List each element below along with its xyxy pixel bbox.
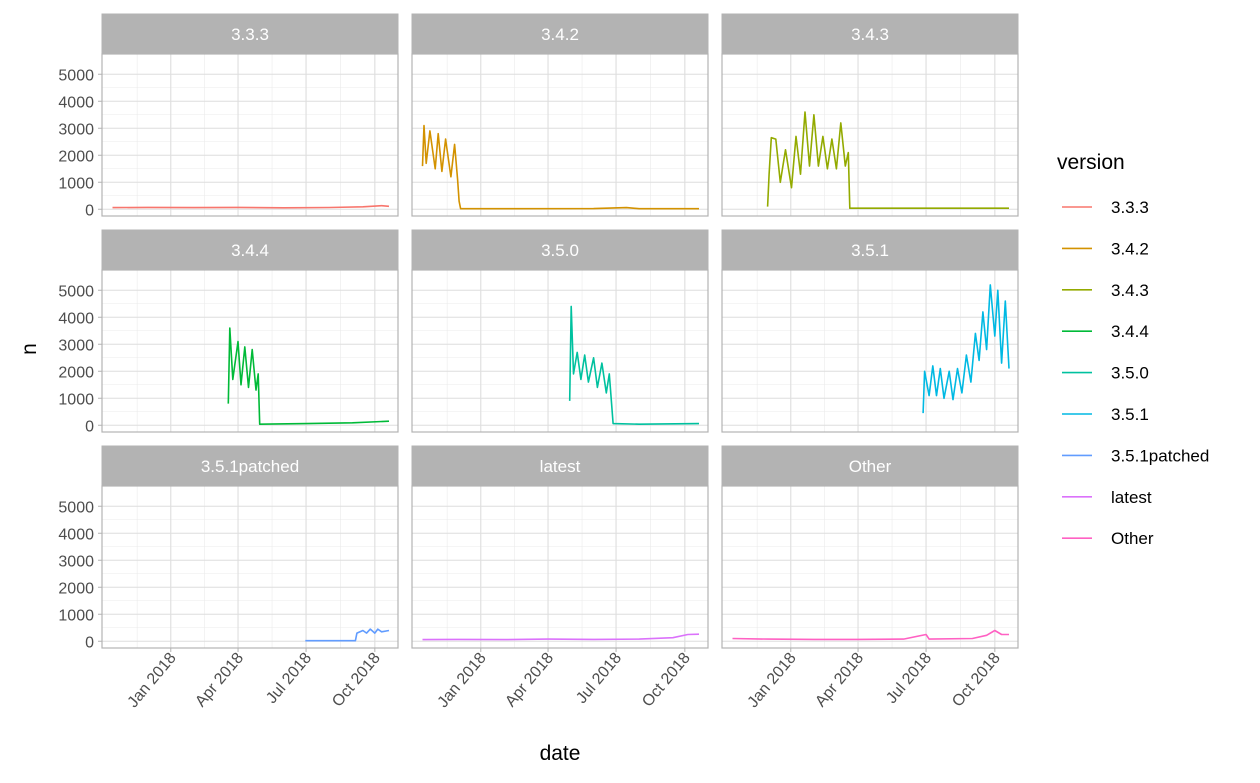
facet-strip bbox=[721, 445, 1019, 487]
series-line-latest bbox=[422, 633, 700, 641]
x-tick-label: Apr 2018 bbox=[502, 650, 557, 711]
x-tick-label: Jan 2018 bbox=[124, 650, 179, 711]
facet-strip bbox=[721, 13, 1019, 55]
y-tick-label: 0 bbox=[85, 202, 94, 219]
facet-strip bbox=[411, 445, 709, 487]
series-line-3.5.1 bbox=[922, 284, 1010, 414]
facet-panel-3.4.4: 3.4.4 0 1000 2000 3000 4000 5000 bbox=[58, 229, 399, 435]
facet-strip bbox=[101, 445, 399, 487]
panel-background bbox=[102, 270, 398, 432]
x-tick-label: Jul 2018 bbox=[883, 650, 935, 707]
panel-background bbox=[722, 270, 1018, 432]
x-tick-label: Jan 2018 bbox=[744, 650, 799, 711]
panel-background bbox=[412, 270, 708, 432]
y-tick-label: 2000 bbox=[58, 580, 94, 597]
x-tick-label: Oct 2018 bbox=[329, 650, 384, 711]
legend-title: version bbox=[1057, 151, 1125, 174]
y-tick-label: 1000 bbox=[58, 391, 94, 408]
panel-background bbox=[722, 486, 1018, 648]
facet-panel-latest: latest Jan 2018 Apr 2018 Jul 2018 Oct 2018 bbox=[411, 445, 709, 711]
y-tick-label: 2000 bbox=[58, 148, 94, 165]
facet-strip-label: 3.4.3 bbox=[851, 25, 889, 44]
facet-strip bbox=[101, 229, 399, 271]
series-line-Other bbox=[732, 629, 1009, 641]
x-tick-label: Apr 2018 bbox=[192, 650, 247, 711]
legend-label: 3.4.3 bbox=[1111, 281, 1149, 300]
y-tick-label: 1000 bbox=[58, 607, 94, 624]
x-tick-label: Apr 2018 bbox=[812, 650, 867, 711]
y-tick-label: 4000 bbox=[58, 94, 94, 111]
series-line-3.5.1patched bbox=[305, 628, 390, 642]
y-axis-title: n bbox=[18, 343, 41, 355]
legend-label: Other bbox=[1111, 529, 1154, 548]
panel-border bbox=[411, 485, 709, 649]
x-tick-label: Jul 2018 bbox=[573, 650, 625, 707]
y-tick-label: 4000 bbox=[58, 310, 94, 327]
facet-strip-label: 3.4.4 bbox=[231, 241, 269, 260]
legend-label: 3.5.1patched bbox=[1111, 446, 1209, 465]
panel-border bbox=[101, 485, 399, 649]
series-line-3.4.2 bbox=[421, 124, 699, 210]
panel-border bbox=[721, 53, 1019, 217]
y-tick-label: 3000 bbox=[58, 121, 94, 138]
legend-label: latest bbox=[1111, 488, 1152, 507]
facet-strip bbox=[721, 229, 1019, 271]
panel-background bbox=[412, 486, 708, 648]
facet-strip-label: latest bbox=[540, 457, 581, 476]
panel-border bbox=[411, 53, 709, 217]
legend-label: 3.4.4 bbox=[1111, 322, 1149, 341]
series-line-3.4.3 bbox=[766, 111, 1009, 209]
facet-strip bbox=[411, 13, 709, 55]
x-tick-label: Jan 2018 bbox=[434, 650, 489, 711]
y-tick-label: 4000 bbox=[58, 526, 94, 543]
panel-border bbox=[721, 485, 1019, 649]
panel-background bbox=[722, 54, 1018, 216]
facet-panel-3.4.2: 3.4.2 bbox=[411, 13, 709, 217]
panel-border bbox=[101, 53, 399, 217]
y-tick-label: 5000 bbox=[58, 499, 94, 516]
legend-label: 3.5.1 bbox=[1111, 405, 1149, 424]
facet-strip-label: 3.4.2 bbox=[541, 25, 579, 44]
facet-panel-Other: Other Jan 2018 Apr 2018 Jul 2018 Oct 2018 bbox=[721, 445, 1019, 711]
facet-panel-3.5.0: 3.5.0 bbox=[411, 229, 709, 433]
legend-label: 3.5.0 bbox=[1111, 364, 1149, 383]
panel-border bbox=[101, 269, 399, 433]
x-axis-title: date bbox=[540, 742, 581, 765]
legend-label: 3.4.2 bbox=[1111, 239, 1149, 258]
y-tick-label: 5000 bbox=[58, 283, 94, 300]
x-tick-label: Oct 2018 bbox=[949, 650, 1004, 711]
facet-panel-3.5.1patched: 3.5.1patched 0 1000 2000 3000 4000 5000 Jan 201… bbox=[58, 445, 399, 711]
series-line-3.5.0 bbox=[568, 305, 700, 426]
facet-strip-label: 3.5.1patched bbox=[201, 457, 299, 476]
x-tick-label: Oct 2018 bbox=[639, 650, 694, 711]
panel-border bbox=[721, 269, 1019, 433]
x-tick-label: Jul 2018 bbox=[263, 650, 315, 707]
y-tick-label: 1000 bbox=[58, 175, 94, 192]
legend: version 3.3.3 3.4.2 3.4.3 3.4.4 3.5.0 3.5.1 3.5… bbox=[1057, 151, 1209, 548]
series-line-3.3.3 bbox=[112, 204, 390, 209]
y-tick-label: 0 bbox=[85, 418, 94, 435]
facet-strip-label: Other bbox=[849, 457, 892, 476]
legend-label: 3.3.3 bbox=[1111, 198, 1149, 217]
facet-panel-3.3.3: 3.3.3 0 1000 2000 3000 4000 5000 bbox=[58, 13, 399, 219]
panel-background bbox=[412, 54, 708, 216]
panel-background bbox=[102, 54, 398, 216]
panel-background bbox=[102, 486, 398, 648]
series-line-3.4.4 bbox=[227, 327, 390, 426]
y-tick-label: 3000 bbox=[58, 553, 94, 570]
facet-strip-label: 3.5.0 bbox=[541, 241, 579, 260]
facet-strip-label: 3.3.3 bbox=[231, 25, 269, 44]
panel-border bbox=[411, 269, 709, 433]
facet-panel-3.4.3: 3.4.3 bbox=[721, 13, 1019, 217]
facet-strip-label: 3.5.1 bbox=[851, 241, 889, 260]
facet-strip bbox=[411, 229, 709, 271]
facet-strip bbox=[101, 13, 399, 55]
y-tick-label: 5000 bbox=[58, 67, 94, 84]
y-tick-label: 2000 bbox=[58, 364, 94, 381]
facet-panel-3.5.1: 3.5.1 bbox=[721, 229, 1019, 433]
y-tick-label: 3000 bbox=[58, 337, 94, 354]
y-tick-label: 0 bbox=[85, 634, 94, 651]
